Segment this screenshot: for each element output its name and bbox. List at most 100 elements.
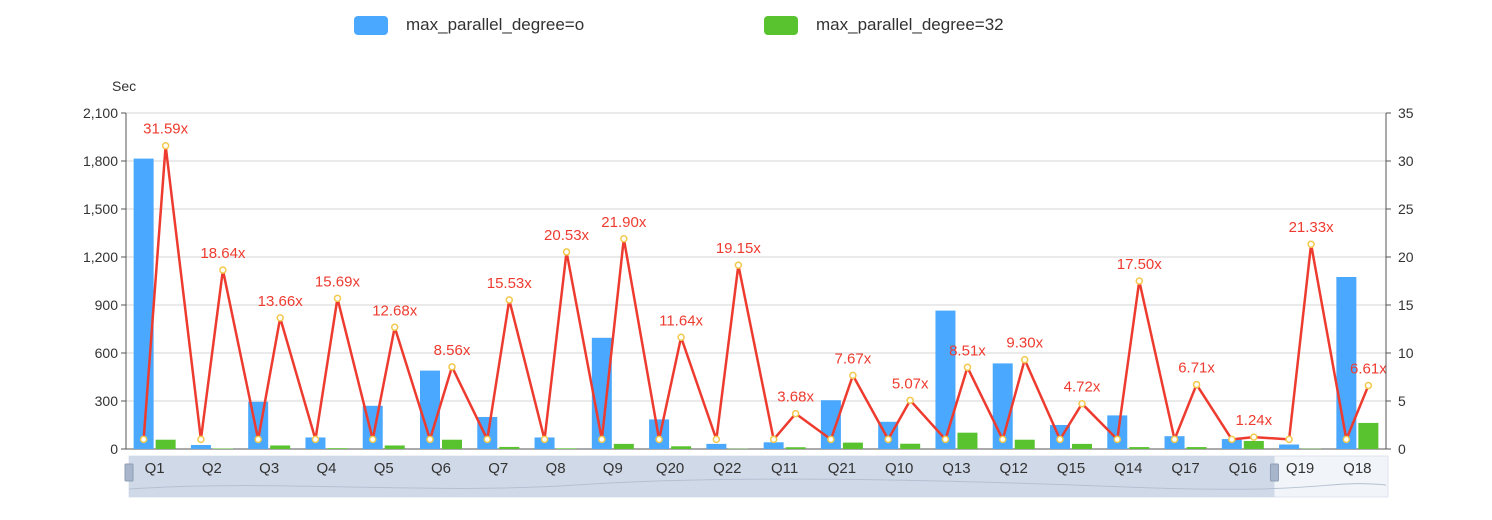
ratio-data-label: 15.53x (487, 275, 533, 292)
x-category-label: Q1 (145, 460, 165, 477)
ratio-point (219, 266, 227, 274)
ratio-point (1285, 435, 1293, 444)
x-category-label: Q11 (771, 460, 798, 477)
y-tick-label: 0 (110, 441, 118, 457)
y2-tick-label: 0 (1398, 441, 1406, 457)
y-tick-label: 1,800 (83, 153, 118, 169)
legend-item-parallel-32[interactable]: max_parallel_degree=32 (764, 12, 1004, 38)
y-tick-label: 600 (95, 345, 119, 361)
ratio-point (1056, 435, 1064, 444)
datazoom-handle-right (1269, 463, 1279, 482)
bar-parallel-32 (384, 445, 405, 449)
ratio-point (712, 435, 721, 444)
ratio-data-label: 6.71x (1178, 360, 1215, 377)
ratio-point (1192, 380, 1201, 389)
x-category-label: Q7 (488, 460, 508, 477)
ratio-point (655, 435, 663, 444)
bar-parallel-32 (1186, 447, 1207, 449)
x-category-label: Q8 (546, 460, 566, 477)
x-category-label: Q6 (431, 460, 451, 477)
ratio-point (849, 371, 857, 380)
ratio-point (368, 435, 377, 444)
ratio-data-label: 20.53x (544, 227, 590, 244)
bar-parallel-32 (155, 439, 176, 449)
datazoom-slider[interactable] (124, 455, 1389, 498)
ratio-line (142, 144, 1370, 441)
bar-parallel-o (1221, 439, 1242, 449)
datazoom-preview-line (128, 478, 1387, 490)
ratio-point (677, 333, 685, 342)
y-tick-label: 1,200 (83, 249, 118, 265)
x-category-label: Q2 (202, 460, 222, 477)
x-category-label: Q14 (1114, 460, 1142, 477)
ratio-data-label: 18.64x (200, 245, 246, 262)
ratio-point (827, 435, 835, 444)
ratio-point (540, 435, 549, 444)
ratio-point (1113, 435, 1122, 444)
bar-parallel-o (190, 445, 211, 449)
datazoom-handle-left (124, 463, 134, 482)
ratio-point (1307, 240, 1315, 248)
y2-tick-label: 25 (1398, 201, 1414, 217)
ratio-point (426, 435, 434, 444)
ratio-data-label: 21.90x (601, 214, 647, 231)
bar-parallel-o (133, 158, 154, 449)
bar-parallel-32 (671, 446, 692, 449)
y-axis-unit: Sec (112, 78, 136, 94)
x-category-label: Q20 (656, 460, 684, 477)
axes-group: 0 300 600 900 1,200 1,500 1,800 2,100 0 5 10 15 20 25… (83, 105, 1414, 477)
x-category-label: Q16 (1229, 460, 1257, 477)
bar-parallel-o (305, 437, 326, 449)
x-category-label: Q19 (1286, 460, 1314, 477)
ratio-data-label: 11.64x (659, 312, 703, 329)
x-category-label: Q21 (828, 460, 856, 477)
ratio-point (884, 435, 892, 444)
chart-legend: max_parallel_degree=o max_parallel_degre… (0, 12, 1492, 38)
bar-parallel-32 (442, 439, 462, 449)
ratio-point (562, 248, 571, 256)
ratio-data-label: 4.72x (1064, 379, 1101, 396)
ratio-point (483, 435, 492, 444)
ratio-point (161, 141, 170, 150)
legend-label-parallel-o: max_parallel_degree=o (406, 15, 585, 34)
x-category-label: Q4 (316, 460, 336, 477)
bar-parallel-32 (1072, 443, 1092, 449)
y2-tick-label: 10 (1398, 345, 1414, 361)
ratio-point (1078, 399, 1086, 408)
ratio-data-label: 19.15x (716, 240, 762, 257)
ratio-point (197, 435, 205, 444)
bar-parallel-o (763, 442, 784, 449)
ratio-point (505, 296, 514, 304)
bar-parallel-32 (556, 448, 577, 449)
x-category-label: Q12 (1000, 460, 1028, 477)
y-tick-label: 900 (95, 297, 119, 313)
y-tick-label: 300 (95, 393, 119, 409)
bar-parallel-32 (785, 447, 806, 449)
ratio-line-group: 31.59x 18.64x 13.66x 15.69x 12.68x 8.56x 15.53… (139, 121, 1387, 444)
ratio-point (333, 294, 342, 303)
bar-parallel-32 (900, 443, 921, 449)
bar-parallel-o (935, 310, 956, 449)
legend-swatch-parallel-o (354, 15, 388, 35)
ratio-data-label: 1.24x (1235, 412, 1272, 429)
ratio-point (769, 435, 778, 444)
legend-item-parallel-o[interactable]: max_parallel_degree=o (354, 12, 584, 38)
y2-tick-label: 35 (1398, 105, 1414, 121)
ratio-point (941, 435, 950, 444)
ratio-point (1342, 435, 1351, 444)
bar-parallel-o (591, 337, 612, 449)
legend-label-parallel-32: max_parallel_degree=32 (816, 15, 1004, 34)
ratio-data-label: 3.68x (777, 389, 814, 406)
ratio-point (390, 323, 399, 332)
ratio-data-label: 8.51x (949, 342, 986, 359)
ratio-data-label: 21.33x (1289, 219, 1335, 236)
ratio-point (254, 435, 262, 444)
ratio-point (448, 363, 456, 371)
bar-parallel-32 (842, 442, 863, 449)
ratio-data-label: 9.30x (1006, 335, 1043, 352)
bar-parallel-32 (957, 432, 978, 449)
ratio-point (1364, 381, 1373, 390)
ratio-data-label: 6.61x (1350, 361, 1387, 378)
x-category-label: Q18 (1343, 460, 1371, 477)
ratio-point (1228, 435, 1236, 444)
